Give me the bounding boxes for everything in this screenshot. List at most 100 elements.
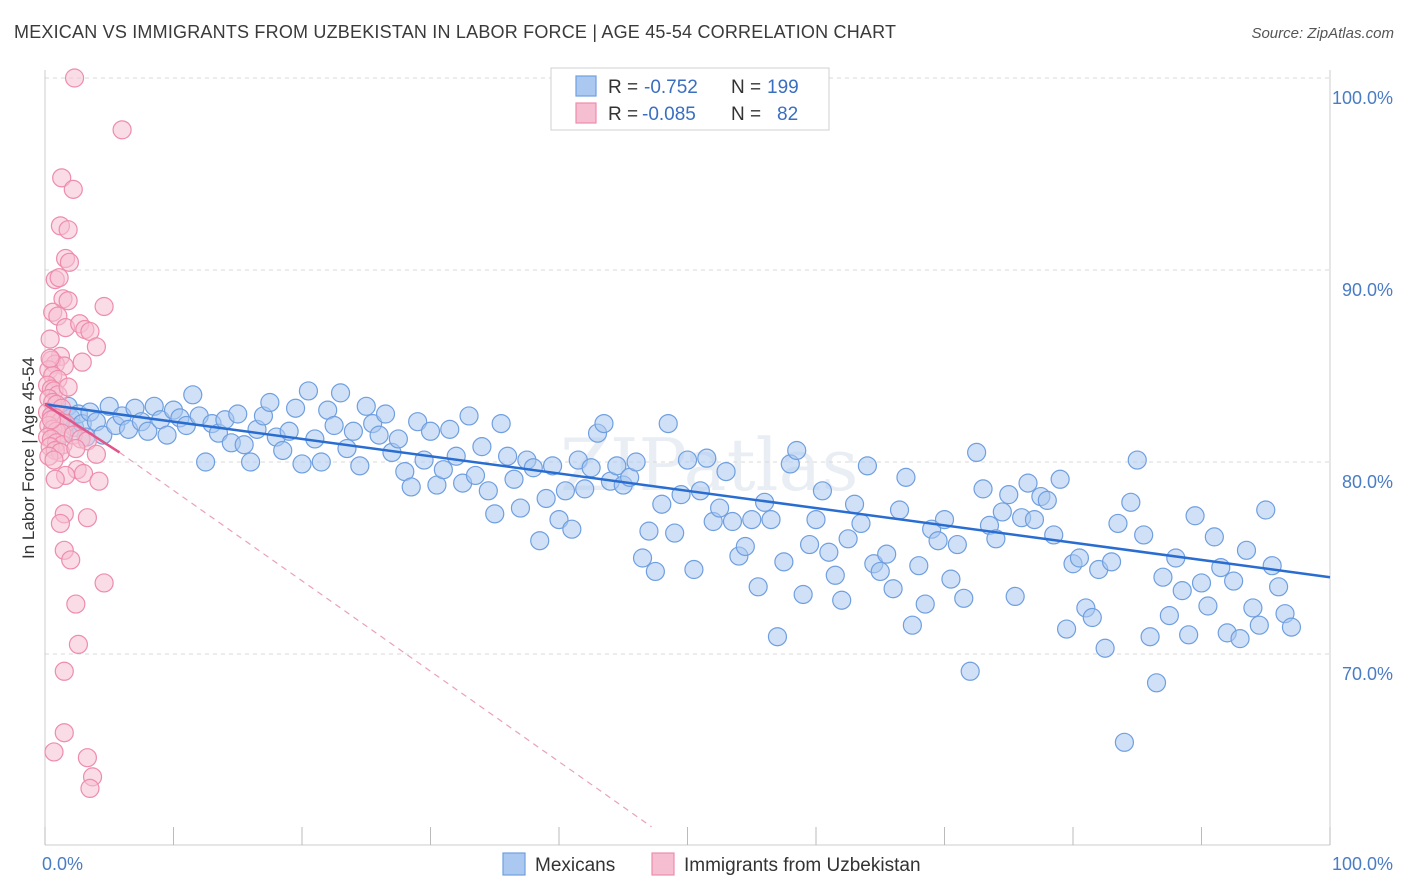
data-point [64,68,85,88]
data-point [799,534,820,555]
data-point [350,456,370,476]
data-point [767,627,788,647]
chart-title: MEXICAN VS IMMIGRANTS FROM UZBEKISTAN IN… [14,22,897,42]
data-point [626,452,646,472]
data-point [54,723,74,743]
bottom-legend-label-uzbekistan: Immigrants from Uzbekistan [684,855,921,876]
data-point [915,594,935,614]
data-point [66,438,86,459]
data-point [536,488,556,509]
data-point [954,588,974,608]
legend-n-label: N = [731,104,761,125]
data-point [50,513,71,534]
data-point [1134,525,1154,545]
data-point [1146,673,1167,693]
data-point [1005,586,1025,607]
data-point [716,462,736,482]
data-point [1121,492,1141,512]
data-point [1095,638,1115,658]
y-tick-labels: 100.0% 90.0% 80.0% 70.0% [1332,88,1393,684]
data-point [562,519,582,539]
data-point [883,579,903,599]
trend-lines [44,403,1331,828]
data-point [337,438,357,459]
y-axis-label: In Labor Force | Age 45-54 [19,357,38,559]
trend-line-mexicans [44,403,1331,579]
data-point [889,500,910,520]
legend-r-label: R = [608,77,638,98]
data-point [909,556,929,576]
data-point [86,444,107,464]
data-point [80,778,100,799]
data-point [947,534,967,555]
data-point [735,536,755,557]
data-point [472,437,492,457]
axes [44,70,1331,846]
bottom-legend-swatch-mexicans [502,852,526,876]
data-point [1281,617,1302,637]
legend-n-value: 82 [777,104,798,125]
data-point [793,584,813,605]
data-point [1056,619,1077,639]
data-point [1198,596,1218,616]
data-point [234,435,254,455]
data-point [665,523,685,543]
data-point [555,481,576,501]
data-point [196,452,216,472]
data-point [1069,548,1090,568]
data-point [967,442,987,462]
data-point [838,529,858,549]
stats-legend-box [550,67,830,131]
bottom-legend-label-mexicans: Mexicans [535,855,615,876]
data-point [465,465,486,486]
data-point [684,559,704,580]
data-point [59,252,80,272]
data-point [375,404,396,424]
data-point [40,348,60,368]
data-point [459,406,479,426]
data-point [112,120,132,140]
data-point [992,502,1012,522]
data-point [742,509,762,530]
x-tick-labels: 0.0% 100.0% [42,854,1393,874]
data-point [1179,625,1199,645]
bottom-legend-swatch-uzbekistan [651,852,675,876]
data-point [722,511,743,532]
data-point [44,742,64,762]
data-point [401,477,421,497]
data-point [298,381,319,401]
data-point [594,414,614,434]
data-point [825,565,845,585]
data-point [575,479,595,499]
data-point [941,569,961,589]
data-point [819,542,839,562]
data-point [433,460,453,480]
data-point [478,481,498,501]
data-point [1082,607,1102,628]
legend-r-label: R = [608,104,638,125]
data-point [542,456,563,476]
trend-line-uzbekistan [44,403,121,454]
data-point [639,521,659,541]
trend-line-uzbekistan-extension [119,451,652,828]
data-point [1249,615,1269,635]
data-point [523,458,543,478]
data-point [1018,473,1038,493]
data-point [787,440,807,461]
data-point [960,661,980,681]
data-point [260,392,280,413]
data-point [77,508,98,528]
y-tick-label: 70.0% [1342,664,1393,684]
data-point [761,509,781,530]
data-point [49,268,69,288]
data-point [408,412,428,432]
data-point [292,454,312,474]
data-point [485,504,505,524]
data-point [806,509,826,530]
data-point [183,385,203,405]
data-point [1127,450,1147,470]
data-point [1256,500,1276,520]
data-point [241,452,261,472]
data-point [388,429,408,449]
legend-n-label: N = [731,77,761,98]
